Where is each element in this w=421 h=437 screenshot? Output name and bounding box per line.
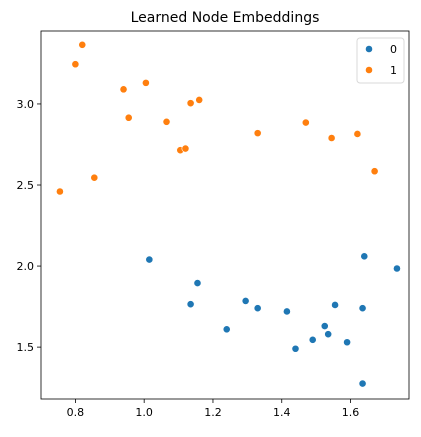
scatter-point-series-1-1 bbox=[71, 60, 80, 69]
marks-layer bbox=[56, 40, 401, 388]
legend-marker-1 bbox=[365, 66, 373, 74]
scatter-point-series-0-11 bbox=[331, 301, 339, 309]
scatter-point-series-0-13 bbox=[358, 304, 367, 313]
scatter-point-series-1-5 bbox=[124, 113, 133, 122]
scatter-point-series-0-10 bbox=[324, 330, 333, 339]
scatter-point-series-1-2 bbox=[78, 40, 87, 49]
scatter-point-series-0-3 bbox=[222, 325, 231, 334]
scatter-point-series-0-7 bbox=[291, 344, 300, 353]
x-tick-label-1: 1.0 bbox=[135, 406, 153, 419]
scatter-point-series-0-14 bbox=[360, 252, 369, 261]
scatter-point-series-1-10 bbox=[186, 99, 195, 108]
scatter-point-series-0-4 bbox=[241, 297, 250, 305]
scatter-point-series-1-9 bbox=[181, 144, 190, 153]
scatter-point-series-1-0 bbox=[56, 187, 64, 196]
scatter-point-series-1-3 bbox=[90, 173, 99, 182]
scatter-point-series-1-7 bbox=[162, 117, 171, 126]
x-tick-label-4: 1.6 bbox=[342, 406, 360, 419]
scatter-point-series-1-12 bbox=[253, 129, 262, 138]
scatter-point-series-1-13 bbox=[301, 118, 310, 127]
scatter-point-series-1-16 bbox=[370, 167, 379, 176]
scatter-point-series-0-9 bbox=[320, 322, 329, 330]
scatter-point-series-1-14 bbox=[327, 134, 336, 142]
scatter-point-series-0-6 bbox=[283, 307, 291, 316]
scatter-point-series-0-8 bbox=[308, 335, 317, 344]
scatter-point-series-0-12 bbox=[343, 338, 351, 347]
y-tick-label-0: 1.5 bbox=[17, 341, 35, 354]
legend-label-0: 0 bbox=[390, 43, 397, 56]
x-tick-label-0: 0.8 bbox=[67, 406, 85, 419]
scatter-point-series-1-4 bbox=[119, 85, 128, 94]
scatter-point-series-1-11 bbox=[195, 96, 204, 104]
x-tick-label-2: 1.2 bbox=[204, 406, 222, 419]
y-tick-label-1: 2.0 bbox=[17, 260, 35, 273]
legend-marker-0 bbox=[365, 45, 373, 53]
scatter-point-series-0-15 bbox=[358, 379, 367, 388]
scatter-point-series-0-0 bbox=[145, 255, 154, 264]
scatter-point-series-0-16 bbox=[393, 264, 401, 273]
scatter-point-series-0-1 bbox=[186, 300, 195, 309]
scatter-point-series-0-5 bbox=[253, 304, 262, 313]
chart-title: Learned Node Embeddings bbox=[131, 10, 320, 26]
legend-label-1: 1 bbox=[390, 64, 397, 77]
plot-frame bbox=[40, 30, 410, 400]
scatter-point-series-0-2 bbox=[193, 279, 202, 287]
axes-layer: 0.8 1.0 1.2 1.4 1.6 1.5 2.0 2.5 3.0 bbox=[17, 30, 410, 419]
x-tick-label-3: 1.4 bbox=[273, 406, 291, 419]
legend: 01 bbox=[356, 37, 405, 84]
scatter-point-series-1-6 bbox=[141, 78, 150, 87]
y-tick-label-3: 3.0 bbox=[17, 98, 35, 111]
scatter-point-series-1-15 bbox=[353, 130, 362, 138]
y-tick-label-2: 2.5 bbox=[17, 179, 35, 192]
